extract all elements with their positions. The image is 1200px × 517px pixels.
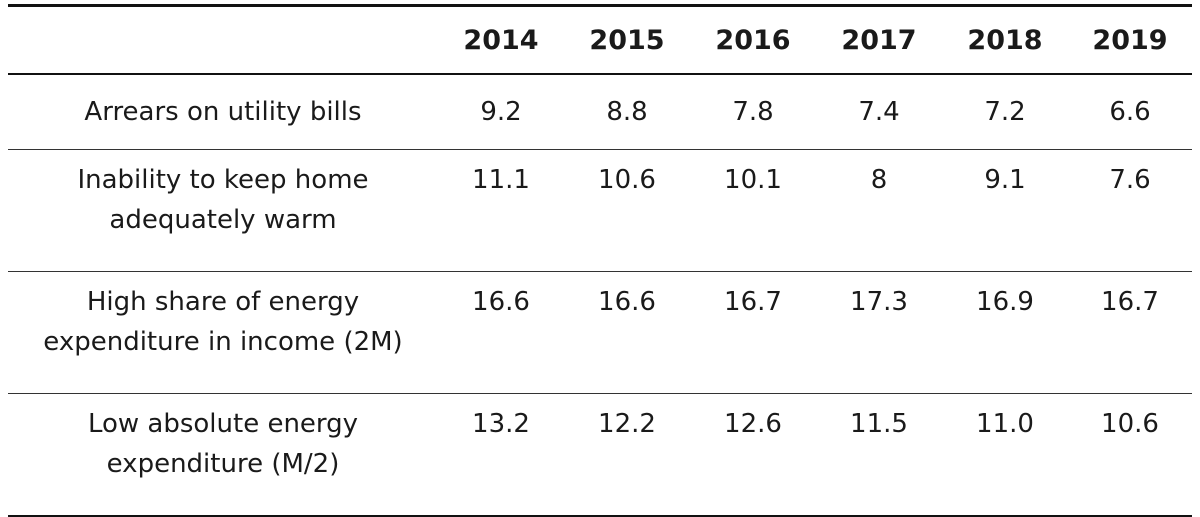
cell-value: 10.6 [1068,394,1192,517]
cell-value: 16.6 [438,272,564,394]
row-label: Low absolute energy expenditure (M/2) [8,394,438,517]
row-label-line: Low absolute energy [14,404,432,444]
cell-value: 11.1 [438,150,564,272]
header-cell-2018: 2018 [942,6,1068,75]
cell-value: 16.6 [564,272,690,394]
cell-value: 7.6 [1068,150,1192,272]
table-row-warmth: Inability to keep home adequately warm 1… [8,150,1192,272]
header-cell-2016: 2016 [690,6,816,75]
cell-value: 16.7 [690,272,816,394]
cell-value: 10.6 [564,150,690,272]
row-label-line: adequately warm [14,200,432,240]
table-body: Arrears on utility bills 9.2 8.8 7.8 7.4… [8,74,1192,516]
header-cell-2015: 2015 [564,6,690,75]
cell-value: 17.3 [816,272,942,394]
header-cell-2017: 2017 [816,6,942,75]
cell-value: 7.4 [816,74,942,150]
energy-poverty-table-container: 2014 2015 2016 2017 2018 2019 Arrears on… [8,4,1192,517]
cell-value: 13.2 [438,394,564,517]
row-label-line: High share of energy [14,282,432,322]
cell-value: 6.6 [1068,74,1192,150]
row-label: Arrears on utility bills [8,74,438,150]
table-row-low-absolute: Low absolute energy expenditure (M/2) 13… [8,394,1192,517]
energy-poverty-table: 2014 2015 2016 2017 2018 2019 Arrears on… [8,4,1192,517]
row-label-line: expenditure in income (2M) [14,322,432,362]
cell-value: 12.2 [564,394,690,517]
header-cell-2019: 2019 [1068,6,1192,75]
cell-value: 11.5 [816,394,942,517]
row-label: Inability to keep home adequately warm [8,150,438,272]
row-label-line: expenditure (M/2) [14,444,432,484]
row-label-line: Arrears on utility bills [14,92,432,132]
cell-value: 11.0 [942,394,1068,517]
cell-value: 9.1 [942,150,1068,272]
cell-value: 16.9 [942,272,1068,394]
cell-value: 7.8 [690,74,816,150]
header-row: 2014 2015 2016 2017 2018 2019 [8,6,1192,75]
cell-value: 8.8 [564,74,690,150]
cell-value: 12.6 [690,394,816,517]
row-label-line: Inability to keep home [14,160,432,200]
cell-value: 8 [816,150,942,272]
table-row-arrears: Arrears on utility bills 9.2 8.8 7.8 7.4… [8,74,1192,150]
header-cell-indicator [8,6,438,75]
table-row-high-share: High share of energy expenditure in inco… [8,272,1192,394]
header-cell-2014: 2014 [438,6,564,75]
cell-value: 10.1 [690,150,816,272]
row-label: High share of energy expenditure in inco… [8,272,438,394]
table-header: 2014 2015 2016 2017 2018 2019 [8,6,1192,75]
cell-value: 16.7 [1068,272,1192,394]
cell-value: 7.2 [942,74,1068,150]
cell-value: 9.2 [438,74,564,150]
